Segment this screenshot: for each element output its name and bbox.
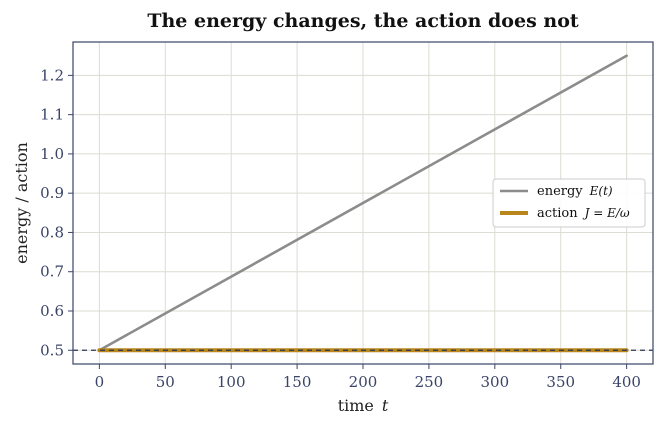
x-tick-label: 50 [156,373,175,391]
x-tick-label: 200 [349,373,378,391]
x-tick-label: 100 [217,373,246,391]
legend-math-action: J = E/ω [582,206,630,220]
x-tick-label: 250 [415,373,444,391]
x-tick-label: 150 [283,373,312,391]
y-tick-label: 1.1 [40,106,64,124]
x-axis-label: time t [338,396,389,415]
x-tick-label: 400 [612,373,641,391]
series-line-energy [98,54,628,352]
y-tick-label: 0.9 [40,184,64,202]
y-tick-label: 0.8 [40,223,64,241]
y-tick-label: 0.7 [40,263,64,281]
legend-math-energy: E(t) [589,184,613,198]
x-axis-label-symbol: t [382,396,389,415]
legend-label-action: action [537,206,578,221]
axis-ticks: 0 50 100 150 200 250 300 350 400 0.5 0.6 0.7 0.8 0.9 1… [40,66,641,391]
y-axis-label: energy / action [12,142,31,264]
x-tick-label: 350 [546,373,575,391]
legend-box [492,178,646,228]
legend: energy E(t) action J = E/ω [492,178,646,228]
plot-area [73,54,653,353]
legend-entry-action: action J = E/ω [537,206,630,221]
legend-label-energy: energy [537,184,583,199]
chart-title: The energy changes, the action does not [147,10,579,32]
x-axis-label-text: time [338,396,374,415]
y-tick-label: 0.6 [40,302,64,320]
y-tick-label: 1.0 [40,145,64,163]
legend-entry-energy: energy E(t) [537,184,613,199]
x-tick-label: 300 [480,373,509,391]
y-tick-label: 0.5 [40,341,64,359]
y-tick-label: 1.2 [40,66,64,84]
x-tick-label: 0 [95,373,105,391]
